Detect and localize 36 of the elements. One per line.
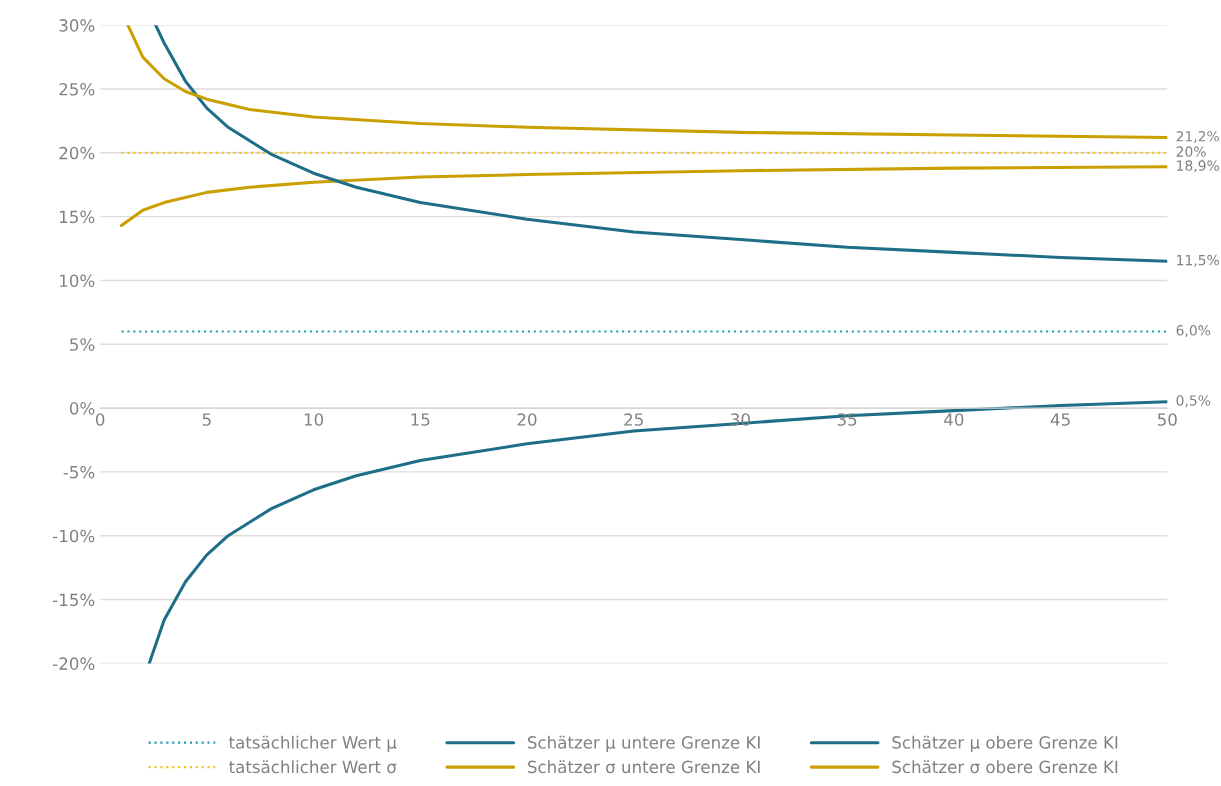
data-label: 20%	[1176, 146, 1206, 157]
x-tick-label: 20	[517, 413, 537, 426]
legend-label: Schätzer σ untere Grenze KI	[528, 760, 760, 774]
legend-label: Schätzer σ obere Grenze KI	[892, 760, 1118, 774]
x-tick-label: 25	[624, 413, 643, 426]
legend-label: Schätzer μ untere Grenze KI	[528, 735, 760, 752]
line-series	[119, 165, 1168, 228]
y-tick-label: -5%	[63, 465, 95, 479]
x-tick-label: 40	[944, 413, 964, 426]
legend-label: Schätzer μ obere Grenze KI	[892, 735, 1118, 752]
data-label: 0,5%	[1176, 395, 1211, 408]
x-tick-label: 5	[202, 413, 211, 426]
line-series	[126, 25, 1168, 140]
data-label: 6,0%	[1176, 325, 1211, 337]
line-series	[154, 25, 1168, 263]
x-tick-label: 45	[1050, 413, 1070, 426]
legend-label: tatsächlicher Wert μ	[229, 735, 397, 752]
data-label: 18,9%	[1177, 160, 1219, 173]
x-tick-label: 15	[411, 413, 430, 426]
x-tick-label: 0	[95, 413, 105, 426]
y-tick-label: 0%	[69, 402, 95, 415]
y-tick-label: 30%	[59, 19, 95, 32]
x-tick-label: 35	[837, 413, 857, 426]
y-tick-label: -15%	[53, 593, 95, 607]
x-tick-label: 50	[1157, 413, 1177, 426]
y-tick-label: 10%	[60, 274, 95, 288]
y-tick-label: 15%	[60, 210, 95, 224]
y-tick-label: -10%	[53, 529, 95, 543]
y-tick-label: -20%	[53, 657, 95, 670]
legend-label: tatsächlicher Wert σ	[229, 760, 397, 774]
data-label: 11,5%	[1177, 254, 1219, 267]
y-tick-label: 5%	[70, 338, 95, 351]
y-tick-label: 20%	[59, 146, 95, 160]
y-tick-label: 25%	[59, 82, 95, 96]
x-tick-label: 10	[304, 413, 324, 426]
data-label: 21,2%	[1176, 131, 1219, 143]
